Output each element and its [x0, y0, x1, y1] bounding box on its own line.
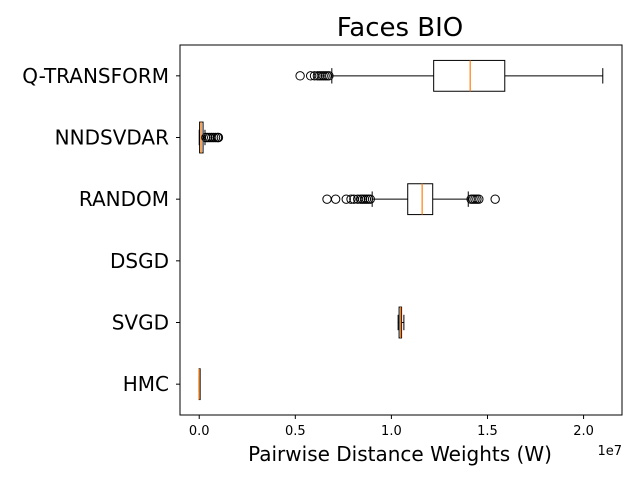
x-tick-label: 0.5	[285, 424, 306, 439]
outlier-point	[490, 194, 500, 204]
outlier-point	[324, 71, 334, 81]
box-group-random	[322, 183, 500, 216]
outlier-point	[330, 194, 341, 204]
y-tick-label: RANDOM	[79, 187, 169, 211]
x-tick-label: 1.0	[381, 424, 402, 439]
outlier-point	[346, 194, 356, 204]
outlier-point	[295, 71, 305, 81]
outlier-point	[341, 194, 351, 204]
y-tick-label: Q-TRANSFORM	[22, 64, 169, 88]
box-group-hmc	[198, 368, 201, 401]
box-series	[198, 59, 604, 401]
box-iqr	[407, 183, 434, 216]
outlier-point	[322, 194, 332, 204]
outlier-point	[474, 194, 484, 204]
outlier-point	[213, 132, 224, 143]
box-group-nndsvdar	[198, 121, 224, 154]
x-axis-label: Pairwise Distance Weights (W)	[248, 442, 552, 466]
x-tick-label: 1.5	[477, 424, 498, 439]
outlier-point	[365, 194, 375, 204]
y-tick-label: DSGD	[110, 249, 169, 273]
box-group-q-transform	[295, 59, 604, 92]
box-iqr	[433, 59, 506, 92]
y-tick-label: SVGD	[112, 311, 169, 335]
plot-area-frame	[179, 44, 623, 416]
y-tick-label: HMC	[123, 372, 169, 396]
x-axis-offset-label: 1e7	[597, 444, 622, 459]
x-tick-label: 2.0	[573, 424, 594, 439]
box-group-svgd	[397, 306, 405, 339]
y-tick-label: NNDSVDAR	[55, 126, 169, 150]
x-tick-label: 0.0	[189, 424, 210, 439]
y-axis-labels: Q-TRANSFORM NNDSVDAR RANDOM DSGD SVGD HMC	[22, 64, 180, 396]
chart-title: Faces BIO	[337, 13, 464, 43]
x-axis-ticks: 0.0 0.5 1.0 1.5 2.0	[189, 415, 594, 439]
